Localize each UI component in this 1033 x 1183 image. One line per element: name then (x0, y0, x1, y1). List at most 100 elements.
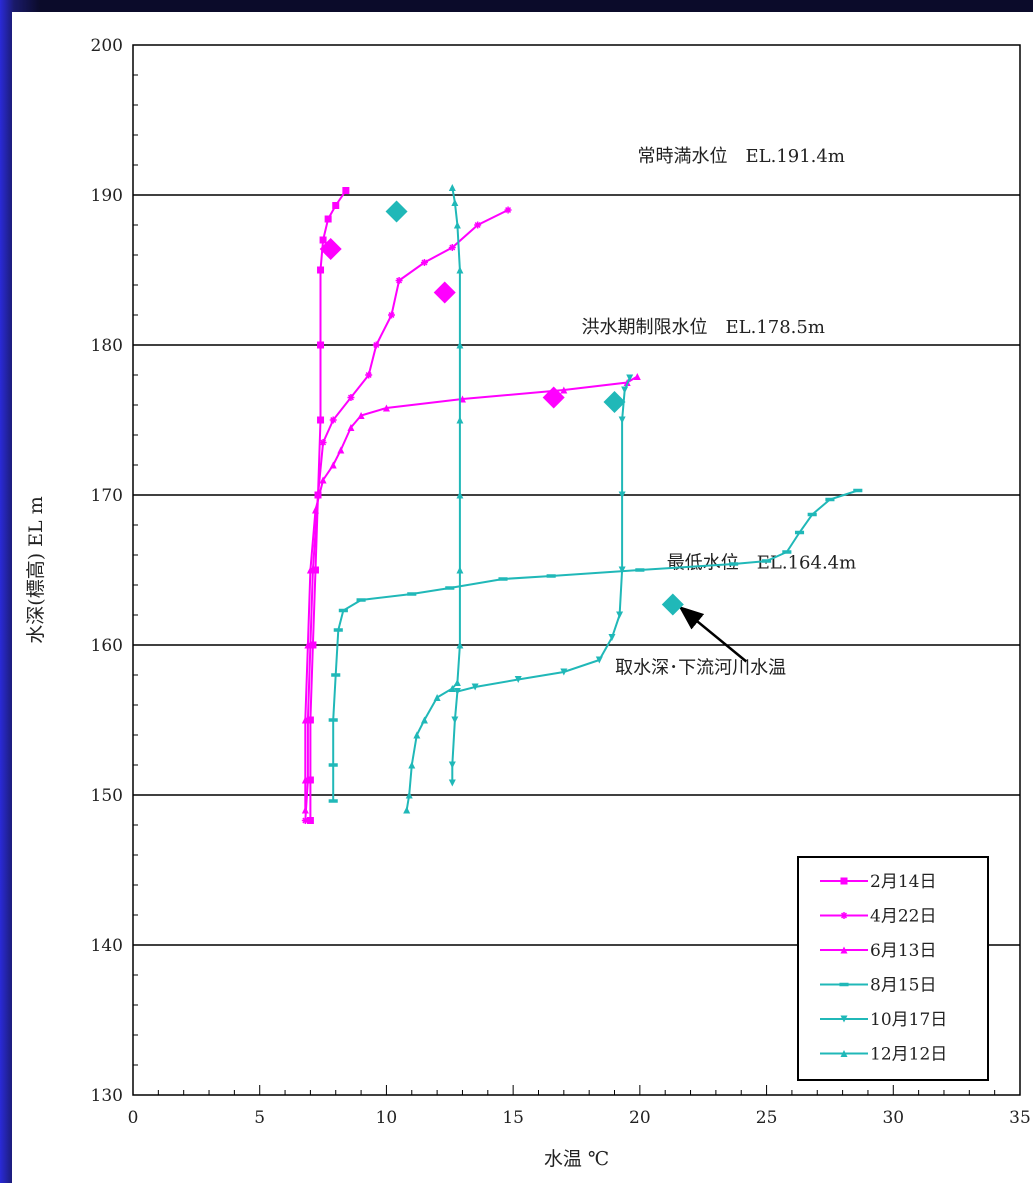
legend-entry-label: 8月15日 (870, 976, 936, 996)
data-point (794, 530, 805, 535)
data-point (408, 761, 416, 769)
data-point (560, 668, 568, 676)
data-point (301, 716, 309, 724)
data-point (626, 374, 634, 382)
data-point (618, 566, 626, 574)
data-point (342, 187, 350, 194)
data-point (608, 634, 616, 641)
x-axis-label: 水温 ℃ (544, 1148, 609, 1170)
data-point (448, 244, 456, 251)
x-tick-label: 5 (254, 1108, 265, 1128)
data-point (453, 679, 461, 686)
data-point (448, 779, 456, 787)
data-point (324, 215, 332, 223)
data-point (616, 611, 624, 619)
intake-point-marker (433, 281, 456, 304)
data-point (448, 685, 456, 692)
data-point (413, 731, 421, 739)
data-point (405, 791, 413, 799)
data-point (448, 761, 456, 769)
legend-swatch-marker (840, 1050, 848, 1057)
data-point (595, 656, 603, 664)
data-point (329, 416, 337, 424)
data-point (420, 259, 428, 266)
data-point (560, 386, 568, 394)
data-point (635, 568, 645, 572)
data-point (338, 608, 348, 613)
data-point (782, 550, 792, 554)
data-point (304, 776, 312, 784)
intake-point-marker (385, 200, 408, 223)
y-tick-label: 160 (91, 636, 123, 656)
data-point (546, 574, 556, 578)
data-point (304, 641, 312, 649)
x-tick-label: 20 (629, 1108, 651, 1128)
legend-swatch-marker (839, 982, 849, 987)
series-line-3 (304, 375, 638, 810)
annotation-label: 最低水位 EL.164.4m (667, 553, 856, 574)
data-point (306, 566, 314, 574)
data-point (498, 577, 508, 581)
legend-box (797, 856, 989, 1081)
data-point (420, 716, 428, 724)
data-point (456, 641, 464, 649)
data-point (618, 416, 626, 424)
data-point (301, 776, 309, 784)
data-point (331, 673, 341, 677)
data-point (474, 221, 482, 229)
annotation-label: 常時満水位 EL.191.4m (638, 146, 845, 167)
data-point (456, 416, 464, 424)
data-point (514, 676, 522, 683)
legend-swatch-marker (840, 877, 848, 885)
data-point (807, 512, 817, 517)
annotation-arrow (678, 605, 748, 663)
x-tick-label: 30 (882, 1108, 904, 1128)
data-point (451, 716, 459, 724)
data-point (621, 386, 629, 394)
data-point (395, 277, 403, 284)
data-point (853, 488, 863, 493)
data-point (729, 562, 739, 566)
data-point (387, 311, 395, 319)
data-point (347, 394, 355, 401)
y-tick-label: 130 (91, 1086, 123, 1106)
data-point (356, 598, 366, 602)
series-line-2 (304, 209, 509, 821)
data-point (328, 718, 338, 722)
data-point (456, 566, 464, 574)
legend-swatch-marker (840, 946, 848, 954)
data-point (471, 683, 479, 691)
legend-swatch-marker (840, 912, 848, 919)
plot-frame (132, 44, 1021, 1096)
legend-entry-label: 12月12日 (870, 1045, 947, 1065)
y-axis-label: 水深(標高) EL m (25, 496, 47, 643)
data-point (347, 424, 355, 431)
data-point (317, 416, 325, 424)
data-point (337, 446, 345, 454)
y-tick-label: 140 (91, 936, 123, 956)
water-temperature-chart: 130 140 150 160 170 180 190 200 0 5 10 15 20 25 30 35 水温… (25, 36, 1031, 1170)
data-point (825, 497, 835, 502)
data-point (319, 236, 327, 244)
data-point (301, 806, 309, 814)
intake-point-marker (319, 238, 342, 260)
data-point (445, 586, 455, 590)
data-point (433, 694, 441, 701)
data-point (451, 199, 459, 206)
y-tick-label: 190 (91, 186, 123, 206)
series-line-5 (451, 377, 631, 783)
intake-point-marker (603, 391, 626, 413)
data-point (403, 806, 411, 814)
data-point (453, 688, 461, 695)
intake-point-marker (542, 386, 565, 409)
x-tick-label: 15 (502, 1108, 524, 1128)
data-point (382, 404, 390, 412)
data-point (372, 341, 380, 349)
x-tick-label: 10 (376, 1108, 398, 1128)
data-point (317, 341, 325, 349)
legend-entry-label: 6月13日 (870, 941, 936, 961)
data-point (332, 202, 340, 209)
legend-entry-label: 10月17日 (870, 1010, 947, 1030)
data-point (306, 641, 314, 649)
